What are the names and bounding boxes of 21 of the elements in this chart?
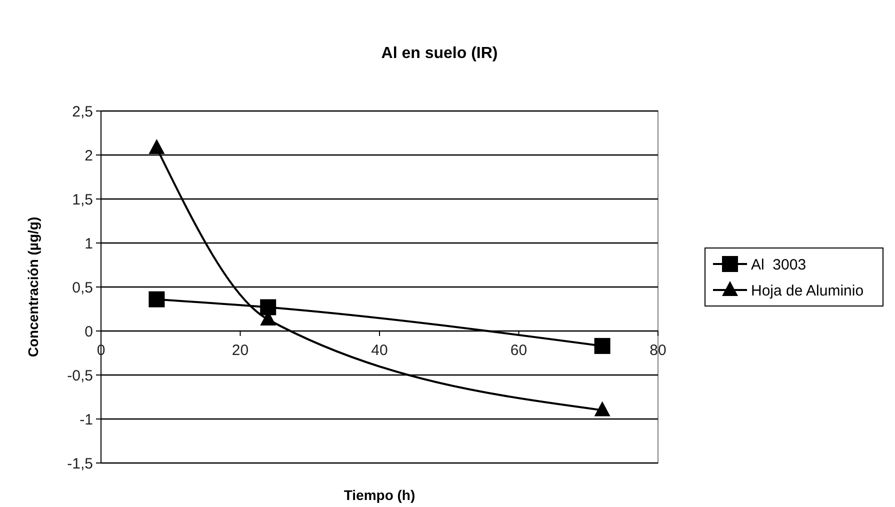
x-axis-title: Tiempo (h) (344, 487, 416, 503)
point (594, 338, 610, 354)
y-tick-label: 2 (84, 147, 93, 164)
legend-label: Hoja de Aluminio (751, 282, 864, 300)
point (148, 291, 165, 308)
y-tick-label: 0,5 (72, 279, 93, 296)
x-tick-label: 20 (232, 342, 249, 359)
point (148, 138, 165, 154)
y-tick-label: -1 (80, 411, 93, 428)
y-tick-label: 1,5 (72, 191, 93, 208)
y-tick-label: -1,5 (67, 455, 93, 472)
y-tick-label: 2,5 (72, 103, 93, 120)
y-axis-title: Concentración (µg/g) (25, 216, 41, 358)
y-tick-label: -0,5 (67, 367, 93, 384)
x-tick-label: 40 (371, 342, 388, 359)
chart-title: Al en suelo (IR) (381, 45, 498, 62)
legend-label: Al 3003 (751, 256, 806, 274)
x-tick-label: 60 (510, 342, 528, 359)
y-tick-label: 0 (84, 323, 93, 340)
y-tick-label: 1 (84, 235, 93, 252)
point (260, 299, 276, 316)
